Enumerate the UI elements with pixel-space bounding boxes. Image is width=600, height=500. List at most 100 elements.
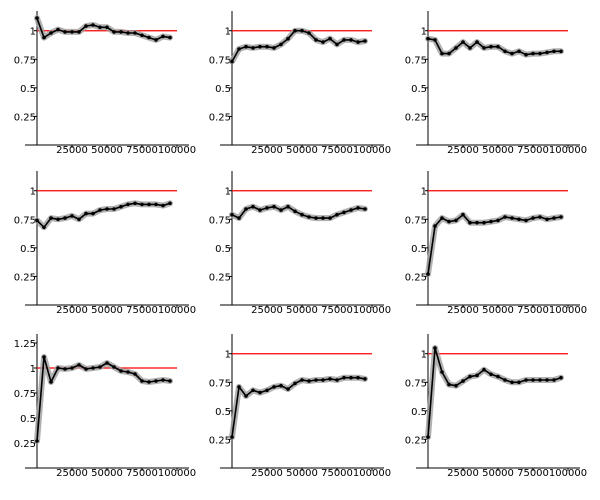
data-point (98, 208, 102, 212)
data-point (328, 36, 332, 41)
data-point (112, 30, 116, 34)
y-tick-label: 1 (225, 27, 231, 38)
data-point (91, 366, 95, 370)
y-tick-label: 0.25 (14, 272, 36, 283)
y-tick-label: 0.5 (20, 414, 36, 425)
data-point (510, 380, 514, 385)
data-point (307, 215, 311, 219)
data-point (321, 40, 325, 44)
y-tick-label: 0.75 (14, 215, 36, 226)
data-point (342, 38, 346, 42)
x-tick-label: 25000 (251, 305, 283, 316)
x-tick-label: 75000 (126, 305, 158, 316)
y-tick-label: 1 (225, 187, 231, 198)
data-point (70, 214, 74, 218)
series-line (427, 347, 562, 438)
x-tick-label: 25000 (56, 468, 88, 479)
data-point (433, 224, 437, 228)
data-point (454, 218, 458, 223)
data-point (314, 378, 318, 382)
data-point (56, 366, 60, 370)
chart-panel-3: 0.25 0.5 0.75 1 25000 50000 75000 100000 (405, 11, 587, 156)
data-point (440, 370, 444, 374)
series-band (34, 200, 173, 231)
data-point (237, 47, 241, 51)
x-tick-label: 75000 (517, 305, 549, 316)
y-tick-label: 0.25 (209, 112, 231, 123)
x-tick-label: 75000 (321, 145, 353, 156)
data-point (489, 219, 493, 224)
y-tick-label: 1 (30, 187, 36, 198)
data-point (286, 36, 290, 41)
data-point (496, 44, 500, 49)
data-point (70, 30, 74, 34)
x-tick-label: 25000 (447, 468, 479, 479)
data-point (440, 51, 444, 56)
series-band (229, 27, 368, 65)
y-tick-label: 0.25 (405, 272, 427, 283)
data-point (49, 31, 53, 35)
data-point (552, 216, 556, 220)
data-point (363, 207, 367, 211)
series-band (229, 374, 368, 441)
data-point (559, 49, 563, 54)
data-point (349, 38, 353, 42)
data-point (244, 394, 248, 398)
data-point (559, 375, 563, 380)
data-point (265, 388, 269, 393)
series-band (425, 211, 564, 278)
data-point (524, 52, 528, 57)
data-point (133, 201, 137, 206)
data-point (42, 225, 46, 230)
data-point (49, 380, 53, 384)
data-point (161, 203, 165, 208)
data-point (426, 435, 430, 439)
y-tick-label: 1 (30, 27, 36, 38)
data-point (300, 28, 304, 33)
data-point (293, 381, 297, 386)
data-point (489, 44, 493, 49)
data-point (126, 31, 130, 35)
data-point (279, 42, 283, 47)
x-tick-label: 25000 (447, 145, 479, 156)
x-tick-label: 100000 (158, 468, 196, 479)
y-tick-label: 0.75 (209, 55, 231, 66)
data-point (454, 46, 458, 50)
data-point (300, 212, 304, 217)
data-point (77, 363, 81, 367)
data-point (161, 34, 165, 39)
data-point (293, 209, 297, 214)
data-point (286, 387, 290, 391)
data-point (468, 220, 472, 225)
data-point (503, 378, 507, 382)
data-point (447, 219, 451, 224)
x-tick-label: 100000 (353, 145, 391, 156)
data-point (314, 38, 318, 42)
x-tick-label: 50000 (482, 145, 514, 156)
data-point (335, 212, 339, 217)
x-tick-label: 50000 (286, 145, 318, 156)
data-point (349, 208, 353, 212)
data-point (154, 38, 158, 42)
data-point (161, 378, 165, 382)
data-point (265, 206, 269, 210)
data-point (517, 380, 521, 385)
data-point (168, 35, 172, 40)
y-tick-label: 1 (421, 27, 427, 38)
data-point (77, 30, 81, 34)
data-point (279, 208, 283, 212)
data-point (545, 50, 549, 55)
data-point (475, 220, 479, 225)
y-tick-label: 0.75 (209, 378, 231, 389)
data-point (538, 215, 542, 219)
data-point (321, 378, 325, 382)
y-tick-label: 0.5 (411, 244, 427, 255)
data-point (286, 204, 290, 209)
data-point (251, 204, 255, 209)
data-point (154, 202, 158, 207)
data-point (517, 49, 521, 54)
y-tick-label: 0.5 (215, 84, 231, 95)
data-point (321, 216, 325, 220)
data-point (538, 378, 542, 382)
